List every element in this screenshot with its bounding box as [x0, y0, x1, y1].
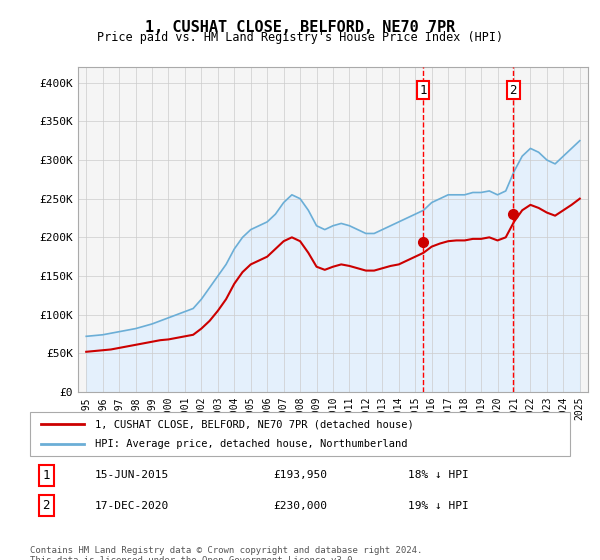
- Text: HPI: Average price, detached house, Northumberland: HPI: Average price, detached house, Nort…: [95, 439, 407, 449]
- Text: £193,950: £193,950: [273, 470, 327, 480]
- Text: 2: 2: [509, 84, 517, 97]
- FancyBboxPatch shape: [30, 412, 570, 456]
- Text: 1: 1: [43, 469, 50, 482]
- Text: 15-JUN-2015: 15-JUN-2015: [95, 470, 169, 480]
- Text: 1, CUSHAT CLOSE, BELFORD, NE70 7PR: 1, CUSHAT CLOSE, BELFORD, NE70 7PR: [145, 20, 455, 35]
- Text: 1: 1: [419, 84, 427, 97]
- Text: Price paid vs. HM Land Registry's House Price Index (HPI): Price paid vs. HM Land Registry's House …: [97, 31, 503, 44]
- Text: 1, CUSHAT CLOSE, BELFORD, NE70 7PR (detached house): 1, CUSHAT CLOSE, BELFORD, NE70 7PR (deta…: [95, 419, 413, 429]
- Text: 2: 2: [43, 499, 50, 512]
- Text: £230,000: £230,000: [273, 501, 327, 511]
- Text: 19% ↓ HPI: 19% ↓ HPI: [408, 501, 469, 511]
- Text: Contains HM Land Registry data © Crown copyright and database right 2024.
This d: Contains HM Land Registry data © Crown c…: [30, 546, 422, 560]
- Text: 18% ↓ HPI: 18% ↓ HPI: [408, 470, 469, 480]
- Text: 17-DEC-2020: 17-DEC-2020: [95, 501, 169, 511]
